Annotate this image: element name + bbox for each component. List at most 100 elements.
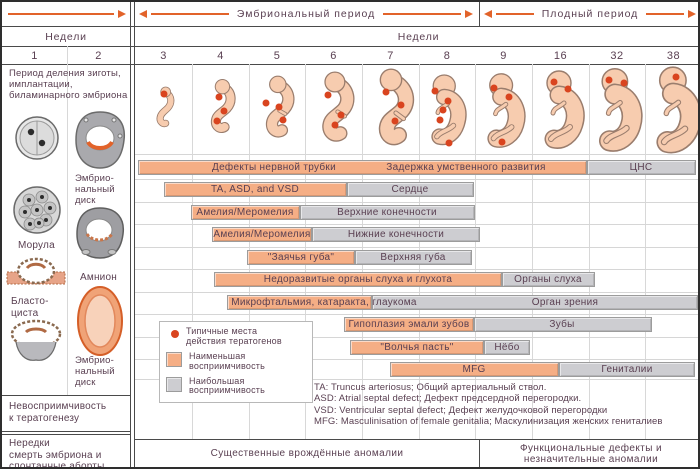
bar-cns-sensitive (138, 160, 587, 175)
footnote-asd: ASD: Atrial septal defect; Дефект предсе… (314, 393, 582, 405)
bar-eyes-less (372, 295, 698, 310)
division-period-text: Период деления зиготы, имплантации, била… (9, 68, 128, 101)
embryo-row-bottom-line (135, 154, 698, 155)
gridline-v (192, 64, 193, 439)
legend-item-least: Наименьшая восприимчивость (166, 350, 308, 372)
bilaminar-embryo-image (72, 108, 128, 172)
legend-item-most: Наибольшая восприимчивость (166, 376, 308, 397)
footer-functional-defects: Функциональные дефекты и незначительные … (520, 442, 662, 466)
bar-eyes-sensitive (227, 295, 372, 310)
fetal-period-arrow: Плодный период (484, 7, 696, 21)
gridline-h (135, 179, 698, 180)
bar-lower-limbs-less (312, 227, 480, 242)
bar-label-genitalia: Гениталии (601, 364, 653, 375)
arrow-line (151, 13, 229, 15)
footnote-mfg: MFG: Masculinisation of female genitalia… (314, 416, 663, 428)
arrow-line (646, 13, 684, 15)
bar-label-palate: Нёбо (494, 342, 520, 353)
header-line-1 (2, 26, 698, 27)
bar-label-teeth: Зубы (549, 319, 575, 330)
footnote-ta: TA: Truncus arteriosus; Общий артериальн… (314, 382, 547, 393)
bar-genitalia-sensitive (390, 362, 559, 377)
amnion-image (76, 285, 124, 357)
bar-lip-sensitive (247, 250, 355, 265)
bar-label-heart: Сердце (391, 184, 429, 195)
sidebar-column-divider (67, 46, 68, 395)
gridline-h (135, 247, 698, 248)
week-number-38: 38 (666, 49, 681, 62)
arrow-left-icon (484, 10, 492, 18)
bar-cns-less (587, 160, 696, 175)
arrow-right-icon (118, 10, 126, 18)
sidebar-weeks-header: Недели (45, 30, 87, 43)
implanted-blastocyst-image (6, 318, 66, 364)
arrow-right-icon (465, 10, 474, 18)
footer-major-anomalies: Существенные врождённые аномалии (210, 448, 404, 460)
bar-heart-less (347, 182, 474, 197)
bar-label-enamel-hypoplasia: Гипоплазия эмали зубов (348, 319, 470, 330)
embryo-death-text: Нередки смерть эмбриона и спонтанные або… (9, 438, 105, 469)
header-line-2 (2, 46, 698, 47)
week-number-1: 1 (31, 49, 38, 62)
bar-heart-sensitive (164, 182, 347, 197)
week-number-32: 32 (610, 49, 624, 62)
gridline-v (589, 64, 590, 439)
bar-ears-sensitive (214, 272, 502, 287)
header-line-3 (2, 64, 698, 65)
legend-item-dot: Типичные места действия тератогенов (166, 326, 308, 347)
embryonic-period-label: Эмбриональный период (236, 8, 376, 20)
week-number-2: 2 (95, 49, 102, 62)
zygote-two-cell-image (14, 114, 60, 162)
teratogen-site-dot-icon (171, 330, 179, 338)
morula-image (12, 184, 62, 236)
week-number-9: 9 (500, 49, 507, 62)
amnion-label: Амнион (80, 272, 117, 283)
bar-teeth-less (474, 317, 652, 332)
morula-label: Морула (18, 240, 55, 251)
fetus-week-16 (532, 64, 589, 154)
bar-teeth-sensitive (344, 317, 474, 332)
bar-label-mental-retardation: Задержка умственного развития (386, 162, 546, 173)
legend-box: Типичные места действия тератогенов Наим… (159, 321, 313, 403)
footer-top-line (135, 439, 698, 440)
week-number-3: 3 (160, 49, 167, 62)
implanting-embryo-image (72, 204, 128, 262)
embryo-week-3 (135, 64, 192, 154)
bar-label-cleft-palate: "Волчья пасть" (380, 342, 454, 353)
sidebar-footer-line-a (2, 431, 130, 432)
arrow-line (496, 13, 534, 15)
bar-label-amelia-lower: Амелия/Меромелия (213, 229, 311, 240)
arrow-line (383, 13, 462, 15)
bar-label-ta-asd-vsd: TA, ASD, and VSD (211, 184, 299, 195)
bar-label-cleft-lip: "Заячья губа" (267, 252, 335, 263)
embryo-week-5 (249, 64, 305, 154)
sidebar-divider-line-outer (130, 2, 131, 467)
sidebar-weeks-arrow (8, 7, 126, 21)
bar-label-cns: ЦНС (629, 162, 653, 173)
embryonic-disc-label-2: Эмбрио- нальный диск (75, 355, 115, 388)
bar-label-ears: Органы слуха (514, 274, 582, 285)
gridline-h (135, 379, 698, 380)
gray-swatch-icon (166, 376, 182, 392)
arrow-line (8, 13, 114, 15)
gridline-v (645, 64, 646, 439)
bar-ears-less (502, 272, 595, 287)
bar-upper-limbs-less (300, 205, 475, 220)
bar-label-microphthalmia: Микрофтальмия, катаракта, глаукома (231, 297, 417, 308)
legend-dot-label: Типичные места действия тератогенов (186, 326, 282, 346)
legend-least-label: Наименьшая восприимчивость (189, 350, 266, 371)
main-weeks-header: Недели (397, 30, 440, 43)
footnote-vsd: VSD: Ventricular septal defect; Дефект ж… (314, 404, 608, 416)
gridline-v (475, 64, 476, 439)
bar-label-mfg: MFG (462, 364, 486, 375)
blastocyst-image (5, 254, 67, 294)
bar-label-amelia-upper: Амелия/Меромелия (196, 207, 294, 218)
fetal-period-label: Плодный период (541, 8, 639, 20)
bar-genitalia-less (559, 362, 695, 377)
fetus-week-9 (475, 64, 532, 154)
bar-label-deafness: Недоразвитые органы слуха и глухота (263, 274, 453, 285)
week-number-4: 4 (217, 49, 224, 62)
sidebar-footer-line-b (2, 434, 130, 435)
gridline-v (532, 64, 533, 439)
